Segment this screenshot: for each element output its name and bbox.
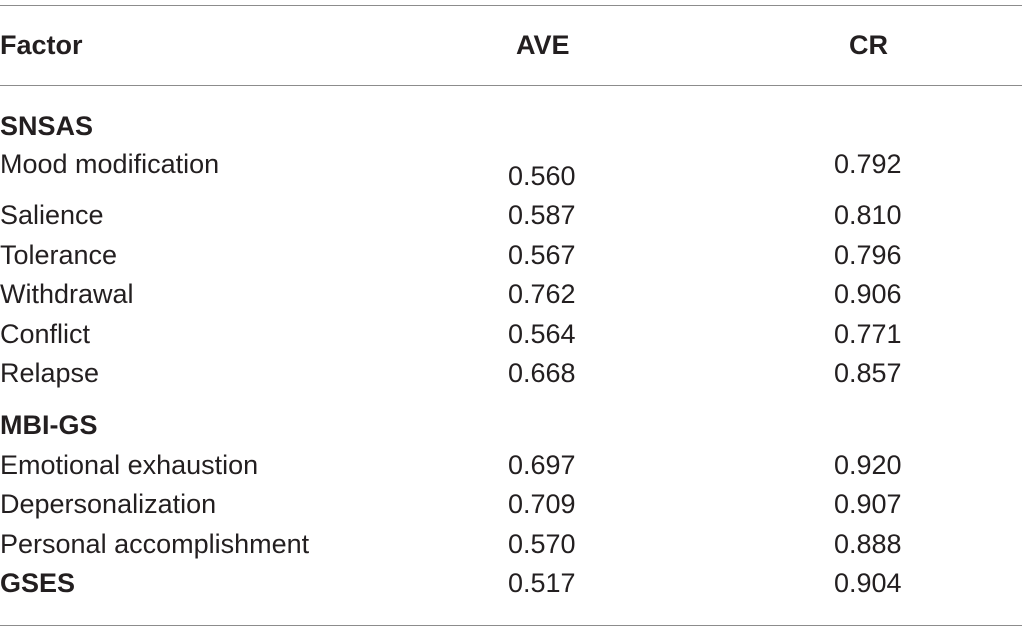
group-heading-mbi-gs: MBI-GS [0,410,98,440]
row-factor-label: Relapse [0,358,100,388]
row-ave-value: 0.517 [508,568,576,598]
row-ave-value: 0.564 [508,319,576,349]
row-cr-value: 0.920 [834,450,902,480]
row-ave-value: 0.567 [508,240,576,270]
group-heading-gses: GSES [0,568,76,598]
row-factor-label: Emotional exhaustion [0,450,259,480]
row-factor-label: Depersonalization [0,489,217,519]
row-ave-value: 0.587 [508,200,576,230]
row-cr-value: 0.888 [834,529,902,559]
row-cr-value: 0.906 [834,279,902,309]
row-factor-label: Mood modification [0,149,220,179]
row-factor-label: Personal accomplishment [0,529,310,559]
row-cr-value: 0.810 [834,200,902,230]
row-ave-value: 0.570 [508,529,576,559]
row-ave-value: 0.709 [508,489,576,519]
row-cr-value: 0.904 [834,568,902,598]
row-ave-value: 0.697 [508,450,576,480]
row-cr-value: 0.792 [834,149,902,179]
row-factor-label: Tolerance [0,240,118,270]
header-divider-rule [0,85,1022,86]
row-factor-label: Salience [0,200,104,230]
row-ave-value: 0.762 [508,279,576,309]
row-ave-value: 0.560 [508,161,576,191]
row-factor-label: Conflict [0,319,91,349]
table-bottom-rule [0,625,1022,626]
row-cr-value: 0.771 [834,319,902,349]
table-top-rule [0,5,1022,6]
row-factor-label: Withdrawal [0,279,134,309]
column-header-factor: Factor [0,30,83,60]
column-header-ave: AVE [516,30,570,60]
row-cr-value: 0.857 [834,358,902,388]
group-heading-snsas: SNSAS [0,111,94,141]
column-header-cr: CR [849,30,888,60]
row-cr-value: 0.907 [834,489,902,519]
row-ave-value: 0.668 [508,358,576,388]
row-cr-value: 0.796 [834,240,902,270]
